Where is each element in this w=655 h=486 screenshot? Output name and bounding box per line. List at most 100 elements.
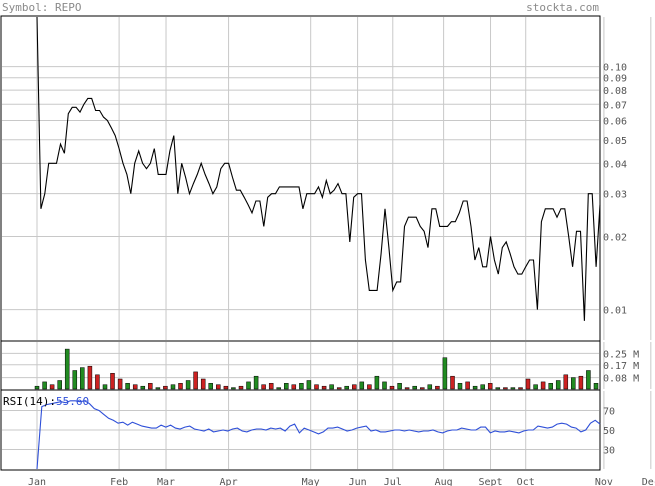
- volume-bar: [367, 384, 372, 390]
- volume-bar: [117, 378, 123, 390]
- symbol-label: Symbol: REPO: [2, 1, 81, 14]
- rsi-label-name: RSI(14):: [3, 395, 56, 408]
- volume-bar: [510, 387, 516, 390]
- x-tick-label: Aug: [435, 477, 453, 486]
- volume-bar: [480, 384, 485, 390]
- volume-bar: [261, 384, 266, 390]
- volume-bar: [465, 381, 470, 390]
- volume-bar: [435, 385, 440, 390]
- price-line: [36, 16, 601, 321]
- volume-bar: [352, 384, 357, 390]
- volume-bar: [321, 385, 327, 390]
- volume-bar: [329, 384, 334, 390]
- volume-bar: [586, 370, 591, 390]
- volume-bar: [49, 384, 55, 390]
- volume-bar: [163, 385, 168, 390]
- volume-bar: [102, 384, 108, 390]
- volume-bar: [412, 385, 417, 390]
- rsi-panel: 70 50 30 RSI(14):55.60: [0, 389, 652, 471]
- volume-bar: [110, 373, 115, 390]
- volume-bar: [457, 383, 463, 390]
- volume-y-tick-label: 0.17 M: [603, 361, 639, 372]
- volume-bar: [253, 375, 259, 390]
- rsi-grid: [2, 391, 652, 469]
- x-tick-label: Feb: [110, 477, 128, 486]
- rsi-value: 55.60: [56, 395, 89, 408]
- rsi-y-tick-label: 30: [603, 446, 615, 457]
- volume-bar: [34, 385, 40, 390]
- price-y-tick-label: 0.04: [603, 159, 627, 170]
- volume-bar: [87, 365, 93, 390]
- price-y-tick-label: 0.08: [603, 86, 627, 97]
- price-y-tick-label: 0.06: [603, 117, 627, 128]
- volume-panel-frame: [0, 340, 601, 391]
- price-y-tick-label: 0.05: [603, 136, 627, 147]
- volume-bar: [216, 384, 221, 390]
- volume-bar: [140, 385, 146, 390]
- price-panel-frame: [0, 15, 601, 342]
- volume-bar: [427, 384, 433, 390]
- x-tick-label: Sept: [478, 477, 502, 486]
- volume-bar: [389, 385, 395, 390]
- x-tick-label: Nov: [595, 477, 613, 486]
- volume-bar: [148, 383, 153, 390]
- rsi-y-tick-label: 70: [603, 407, 615, 418]
- volume-bar: [540, 381, 546, 390]
- volume-panel: 0.25 M0.17 M 0.08 M: [0, 340, 652, 391]
- volume-bar: [503, 387, 508, 390]
- volume-bar: [336, 387, 342, 390]
- site-watermark[interactable]: stockta.com: [526, 1, 599, 14]
- volume-bar: [132, 384, 138, 390]
- volume-bar: [578, 375, 584, 390]
- volume-bar: [420, 387, 425, 390]
- volume-bar: [200, 378, 206, 390]
- x-tick-label: Mar: [157, 477, 175, 486]
- volume-bar: [268, 383, 274, 390]
- volume-bar: [533, 384, 538, 390]
- volume-bar: [170, 384, 176, 390]
- x-tick-label: Oct: [517, 477, 535, 486]
- volume-bar: [64, 348, 70, 390]
- volume-bar: [306, 380, 312, 390]
- volume-bar: [284, 383, 289, 390]
- volume-bar: [518, 387, 523, 390]
- volume-bar: [185, 380, 191, 390]
- x-tick-label: Apr: [220, 477, 238, 486]
- x-tick-label: Jan: [28, 477, 46, 486]
- x-tick-label: Dec: [642, 477, 655, 486]
- volume-y-axis: 0.25 M0.17 M 0.08 M: [603, 349, 639, 384]
- price-y-tick-label: 0.07: [603, 100, 627, 111]
- volume-bar: [487, 383, 493, 390]
- volume-bar: [95, 374, 100, 390]
- volume-y-tick-label: 0.25 M: [603, 349, 639, 360]
- volume-bar: [314, 384, 319, 390]
- x-tick-label: Jun: [349, 477, 367, 486]
- volume-bar: [555, 380, 561, 390]
- volume-bar: [404, 387, 410, 390]
- price-panel: 0.01 0.02 0.03 0.04 0.05 0.06 0.07 0.080.090.10: [0, 15, 652, 342]
- volume-bar: [193, 371, 198, 390]
- volume-bar: [223, 385, 229, 390]
- volume-bar: [238, 385, 244, 390]
- volume-y-tick-label: 0.08 M: [603, 374, 639, 385]
- volume-bar: [178, 383, 183, 390]
- volume-bar: [563, 374, 569, 390]
- volume-bar: [359, 381, 365, 390]
- price-grid: [2, 17, 652, 340]
- volume-bar: [344, 385, 349, 390]
- volume-bar: [382, 381, 387, 390]
- price-y-axis: 0.01 0.02 0.03 0.04 0.05 0.06 0.07 0.080.090.10: [603, 63, 627, 317]
- x-axis-labels: JanFebMarAprMayJunJulAugSeptOctNovDecJan…: [28, 477, 655, 486]
- volume-bar: [57, 380, 62, 390]
- volume-bar: [72, 370, 78, 390]
- volume-bar: [80, 367, 85, 390]
- volume-bar: [495, 387, 501, 390]
- rsi-y-tick-label: 50: [603, 426, 615, 437]
- volume-bar: [155, 387, 161, 390]
- price-y-tick-label: 0.01: [603, 306, 627, 317]
- volume-bar: [472, 385, 478, 390]
- volume-bar: [42, 381, 47, 390]
- volume-bar: [548, 383, 553, 390]
- volume-bar: [374, 375, 380, 390]
